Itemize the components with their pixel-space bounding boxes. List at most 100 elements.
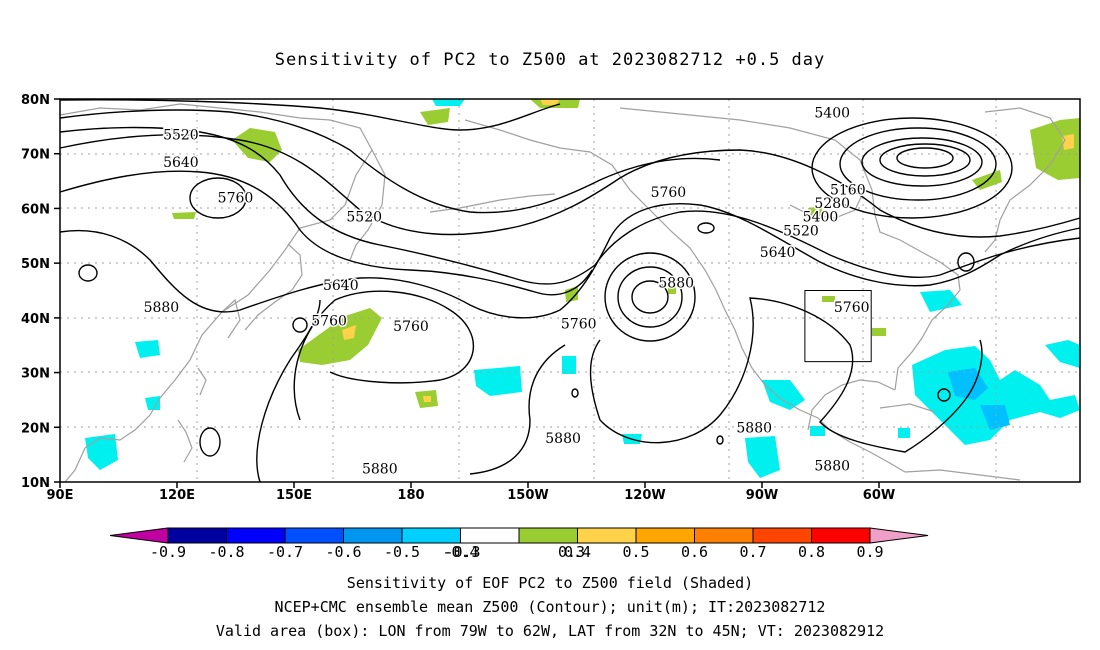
contour-label: 5400 [814,106,850,122]
contour-label: 5760 [561,316,597,332]
contour-ring [839,127,997,201]
longitude-label: 90W [746,488,778,503]
contour-polar [59,99,561,131]
contour-5880-e [589,339,601,421]
latitude-label: 20N [21,421,50,436]
colorbar: -0.9 -0.8 -0.7 -0.6 -0.5 -0.4-0.3 0.30.4 0.5 0.6… [109,527,929,561]
positive-patch [972,170,1002,190]
colorbar-swatch [811,527,871,544]
contour-labels: 5520 5640 5520 5760 5640 5880 5760 5760 5760 5880… [142,104,871,479]
colorbar-label: -0.9 [150,543,186,561]
contour-ring [716,435,724,445]
contour-5640 [59,126,1081,285]
contour-north-1 [59,134,1081,238]
caption-line-3: Valid area (box): LON from 79W to 62W, L… [215,622,885,640]
contour-label: 5880 [658,275,694,291]
latitude-label: 70N [21,148,50,163]
positive-patch-high [423,396,431,402]
contour-label: 5640 [760,245,796,261]
contour-label: 5520 [346,210,382,226]
colorbar-swatch [694,527,754,544]
negative-patch [898,428,910,438]
colorbar-label: -0.4 [442,543,478,561]
longitude-labels: 90E 120E 150E 180 150W 120W 90W 60W [47,482,895,503]
colorbar-swatch [460,527,520,544]
colorbar-swatch [401,527,461,544]
latitude-label: 50N [21,257,50,272]
negative-patch [762,380,805,410]
contour-ring [292,317,308,333]
colorbar-right-arrow [869,527,929,544]
positive-patch [298,308,382,365]
longitude-label: 120E [159,488,195,503]
negative-patch [135,340,160,358]
figure-title: Sensitivity of PC2 to Z500 at 2023082712… [274,50,826,70]
colorbar-label: 0.4 [564,543,591,561]
positive-patch-high [342,325,356,340]
colorbar-swatch [577,527,637,544]
positive-patch [872,328,886,336]
colorbar-label: -0.6 [325,543,361,561]
colorbar-swatch [343,527,403,544]
negative-patch [912,346,1080,445]
caption-line-2: NCEP+CMC ensemble mean Z500 (Contour); u… [274,598,826,616]
contour-label: 5640 [323,278,359,294]
negative-patch [745,436,780,478]
positive-patch [1030,118,1080,180]
contour-label: 5880 [545,431,581,447]
colorbar-swatch [518,527,578,544]
contour-ring [631,280,669,314]
contour-ring [604,252,696,342]
map-frame [59,98,1081,483]
colorbar-label: -0.8 [208,543,244,561]
colorbar-label: 0.8 [798,543,825,561]
contour-label: 5640 [163,155,199,171]
contour-5760 [59,203,1081,319]
sensitivity-shading [85,99,1080,478]
contour-5880-b [256,299,321,483]
negative-patch [474,366,522,396]
colorbar-left-arrow [109,527,169,544]
colorbar-label: 0.6 [681,543,708,561]
contour-label: 5760 [218,190,254,206]
colorbar-swatch [167,527,227,544]
positive-patch [565,286,578,302]
colorbar-swatch [635,527,695,544]
latitude-labels: 80N 70N 60N 50N 40N 30N 20N 10N [21,93,60,491]
positive-patch [822,296,835,302]
map-area: 5520 5640 5520 5760 5640 5880 5760 5760 5760 5880… [59,98,1081,483]
contour-label: 5520 [783,223,819,239]
contour-ring [811,117,1013,219]
latitude-label: 80N [21,93,50,108]
contour-5880-d [599,297,983,453]
contour-5880-c [469,344,566,475]
negative-patch [1045,340,1080,368]
colorbar-label: 0.9 [856,543,883,561]
positive-patch [232,128,282,162]
negative-patch [810,426,825,436]
positive-patch [668,286,676,294]
contour-label: 5880 [144,300,180,316]
contour-label: 5880 [814,459,850,475]
negative-patch [145,396,160,410]
contour-ring [199,427,221,457]
longitude-label: 60W [863,488,895,503]
contour-ring [879,143,971,177]
contour-north-2 [59,170,593,296]
contour-label: 5760 [311,314,347,330]
contour-ring [189,177,247,219]
colorbar-swatch [284,527,344,544]
colorbar-label: -0.7 [267,543,303,561]
longitude-label: 90E [47,488,74,503]
caption-line-1: Sensitivity of EOF PC2 to Z500 field (Sh… [346,574,754,592]
contour-ring [697,222,715,234]
positive-patch [172,212,196,219]
coastlines [59,103,1066,483]
valid-area-box [804,290,872,363]
colorbar-label: -0.3 [444,543,480,561]
longitude-label: 120W [624,488,665,503]
negative-patch [432,99,465,106]
positive-patch [420,108,450,125]
colorbar-label: 0.3 [558,543,585,561]
